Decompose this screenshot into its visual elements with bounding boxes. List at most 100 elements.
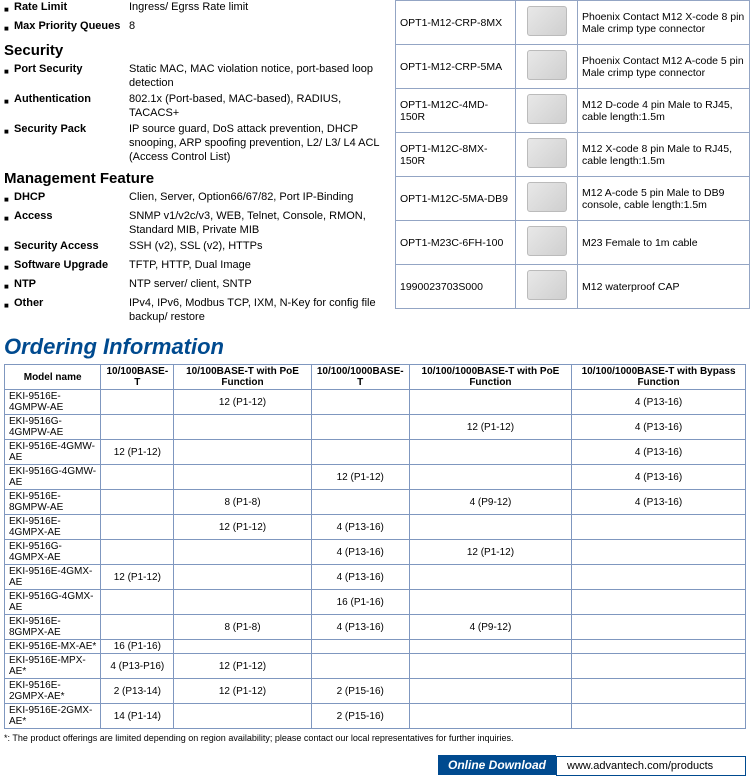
model-name: EKI-9516E-2GMPX-AE*	[5, 679, 101, 704]
order-cell	[311, 640, 409, 654]
model-name: EKI-9516E-8GMPW-AE	[5, 490, 101, 515]
order-cell: 8 (P1-8)	[174, 615, 311, 640]
bullet-icon: ■	[4, 209, 14, 237]
order-cell: 4 (P13-16)	[311, 540, 409, 565]
order-cell	[572, 515, 746, 540]
model-name: EKI-9516E-4GMX-AE	[5, 565, 101, 590]
order-cell: 2 (P15-16)	[311, 704, 409, 729]
order-row: EKI-9516E-2GMX-AE*14 (P1-14)2 (P15-16)	[5, 704, 746, 729]
part-number: 1990023703S000	[396, 265, 516, 309]
spec-row: ■ NTP NTP server/ client, SNTP	[4, 277, 395, 294]
spec-label: Port Security	[14, 62, 129, 90]
part-number: OPT1-M23C-6FH-100	[396, 221, 516, 265]
accessory-row: OPT1-M12-CRP-5MAPhoenix Contact M12 A-co…	[396, 45, 750, 89]
spec-row: ■ Security Access SSH (v2), SSL (v2), HT…	[4, 239, 395, 256]
part-image	[516, 45, 578, 89]
order-row: EKI-9516E-4GMPX-AE12 (P1-12)4 (P13-16)	[5, 515, 746, 540]
download-url[interactable]: www.advantech.com/products	[556, 756, 746, 776]
accessory-row: OPT1-M12C-8MX-150R M12 X-code 8 pin Male …	[396, 133, 750, 177]
spec-label: Security Access	[14, 239, 129, 256]
lead-specs: ■ Rate Limit Ingress/ Egrss Rate limit ■…	[4, 0, 395, 36]
bullet-icon: ■	[4, 92, 14, 120]
order-cell	[572, 565, 746, 590]
part-image	[516, 89, 578, 133]
order-cell	[101, 465, 174, 490]
spec-row: ■ Software Upgrade TFTP, HTTP, Dual Imag…	[4, 258, 395, 275]
spec-value: NTP server/ client, SNTP	[129, 277, 395, 294]
order-row: EKI-9516E-4GMPW-AE 12 (P1-12) 4 (P13-16)	[5, 390, 746, 415]
order-cell	[174, 704, 311, 729]
bullet-icon: ■	[4, 122, 14, 164]
order-cell: 4 (P13-16)	[572, 390, 746, 415]
security-specs: ■ Port Security Static MAC, MAC violatio…	[4, 62, 395, 164]
order-col-header: Model name	[5, 365, 101, 390]
part-image	[516, 265, 578, 309]
order-cell	[174, 590, 311, 615]
page: ■ Rate Limit Ingress/ Egrss Rate limit ■…	[0, 0, 750, 776]
spec-label: Access	[14, 209, 129, 237]
order-cell: 12 (P1-12)	[409, 540, 571, 565]
part-image	[516, 133, 578, 177]
order-cell	[101, 515, 174, 540]
order-cell	[101, 390, 174, 415]
part-desc: M12 waterproof CAP	[578, 265, 750, 309]
order-cell	[409, 640, 571, 654]
order-cell: 12 (P1-12)	[311, 465, 409, 490]
spec-row: ■ DHCP Clien, Server, Option66/67/82, Po…	[4, 190, 395, 207]
order-cell: 2 (P13-14)	[101, 679, 174, 704]
spec-label: Software Upgrade	[14, 258, 129, 275]
order-cell: 4 (P13-16)	[311, 515, 409, 540]
spec-label: NTP	[14, 277, 129, 294]
bullet-icon: ■	[4, 62, 14, 90]
order-cell: 4 (P13-16)	[311, 615, 409, 640]
mgmt-header: Management Feature	[4, 170, 395, 187]
order-cell	[174, 565, 311, 590]
order-cell	[409, 590, 571, 615]
spec-value: Static MAC, MAC violation notice, port-b…	[129, 62, 395, 90]
order-cell: 4 (P9-12)	[409, 490, 571, 515]
order-cell	[311, 415, 409, 440]
spec-value: IPv4, IPv6, Modbus TCP, IXM, N-Key for c…	[129, 296, 395, 324]
order-row: EKI-9516E-MX-AE*16 (P1-16)	[5, 640, 746, 654]
part-desc: M12 D-code 4 pin Male to RJ45, cable len…	[578, 89, 750, 133]
accessory-row: 1990023703S000 M12 waterproof CAP	[396, 265, 750, 309]
order-cell	[409, 440, 571, 465]
part-number: OPT1-M12C-4MD-150R	[396, 89, 516, 133]
order-cell	[174, 415, 311, 440]
order-cell	[409, 515, 571, 540]
order-cell	[174, 640, 311, 654]
order-cell: 12 (P1-12)	[174, 390, 311, 415]
bullet-icon: ■	[4, 277, 14, 294]
top-area: ■ Rate Limit Ingress/ Egrss Rate limit ■…	[0, 0, 750, 326]
spec-row: ■ Security Pack IP source guard, DoS att…	[4, 122, 395, 164]
model-name: EKI-9516G-4GMPW-AE	[5, 415, 101, 440]
order-cell	[409, 565, 571, 590]
part-number: OPT1-M12C-8MX-150R	[396, 133, 516, 177]
model-name: EKI-9516E-4GMW-AE	[5, 440, 101, 465]
order-cell	[311, 654, 409, 679]
spec-label: DHCP	[14, 190, 129, 207]
order-cell: 12 (P1-12)	[101, 440, 174, 465]
footnote: *: The product offerings are limited dep…	[4, 733, 750, 743]
part-number: OPT1-M12C-5MA-DB9	[396, 177, 516, 221]
model-name: EKI-9516G-4GMX-AE	[5, 590, 101, 615]
image-placeholder-icon	[527, 182, 567, 212]
part-desc: M12 X-code 8 pin Male to RJ45, cable len…	[578, 133, 750, 177]
accessory-row: OPT1-M12-CRP-8MXPhoenix Contact M12 X-co…	[396, 1, 750, 45]
order-cell: 16 (P1-16)	[101, 640, 174, 654]
order-cell	[174, 465, 311, 490]
spec-label: Authentication	[14, 92, 129, 120]
order-cell: 16 (P1-16)	[311, 590, 409, 615]
bullet-icon: ■	[4, 0, 14, 17]
order-cell	[572, 540, 746, 565]
order-cell: 4 (P13-16)	[572, 490, 746, 515]
order-cell: 8 (P1-8)	[174, 490, 311, 515]
model-name: EKI-9516G-4GMPX-AE	[5, 540, 101, 565]
download-label: Online Download	[438, 755, 556, 775]
order-row: EKI-9516E-8GMPX-AE8 (P1-8)4 (P13-16)4 (P…	[5, 615, 746, 640]
part-image	[516, 177, 578, 221]
order-row: EKI-9516E-4GMX-AE12 (P1-12)4 (P13-16)	[5, 565, 746, 590]
order-cell	[409, 704, 571, 729]
model-name: EKI-9516E-4GMPW-AE	[5, 390, 101, 415]
accessory-row: OPT1-M12C-5MA-DB9M12 A-code 5 pin Male t…	[396, 177, 750, 221]
